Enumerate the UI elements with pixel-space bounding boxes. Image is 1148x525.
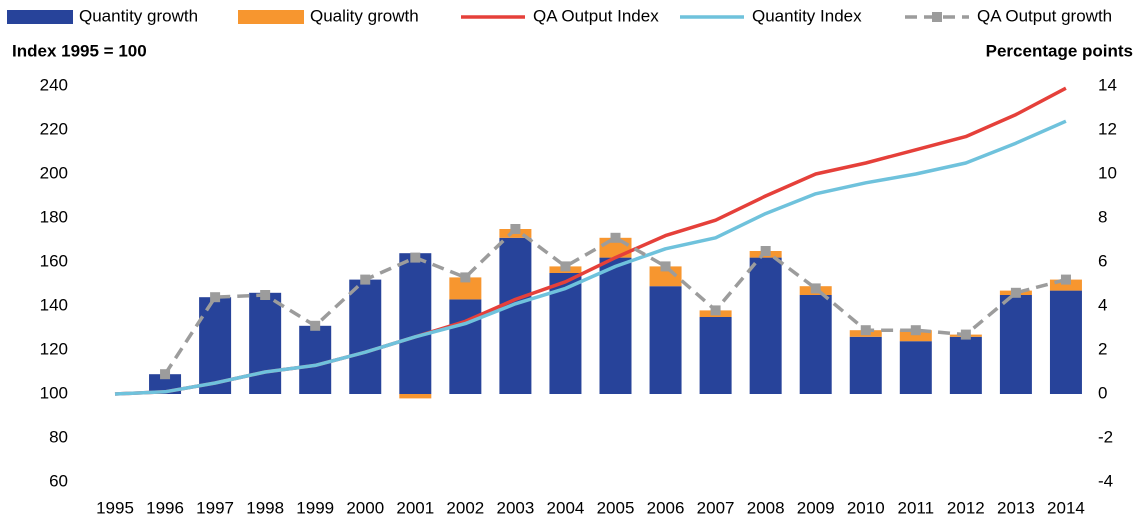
y2-tick-label: 8 (1098, 207, 1107, 226)
marker (960, 329, 971, 340)
x-tick-label: 1997 (196, 498, 234, 517)
marker (710, 305, 721, 316)
marker (610, 232, 621, 243)
x-tick-label: 2012 (947, 498, 985, 517)
marker (310, 320, 321, 331)
y2-tick-label: 14 (1098, 75, 1117, 94)
x-tick-label: 2001 (396, 498, 434, 517)
x-tick-label: 1998 (246, 498, 284, 517)
legend-label: Quantity Index (752, 6, 862, 25)
marker (860, 325, 871, 336)
x-tick-label: 2009 (797, 498, 835, 517)
y-tick-label: 180 (40, 207, 68, 226)
y2-axis-title: Percentage points (986, 41, 1133, 60)
bar (649, 286, 682, 394)
x-tick-label: 2004 (547, 498, 585, 517)
marker (910, 325, 921, 336)
bar (1049, 290, 1082, 394)
x-tick-label: 1995 (96, 498, 134, 517)
x-tick-label: 1999 (296, 498, 334, 517)
x-tick-label: 2010 (847, 498, 885, 517)
marker (1060, 274, 1071, 285)
y-tick-label: 160 (40, 251, 68, 270)
x-tick-label: 2006 (647, 498, 685, 517)
bar (799, 295, 832, 394)
legend-label: QA Output growth (977, 6, 1112, 25)
bar (899, 330, 932, 342)
y-tick-label: 140 (40, 295, 68, 314)
x-tick-label: 2008 (747, 498, 785, 517)
y-tick-label: 60 (49, 471, 68, 490)
bar (699, 317, 732, 394)
y2-tick-label: 4 (1098, 295, 1107, 314)
bar (199, 297, 232, 394)
bar (949, 336, 982, 394)
y2-tick-label: 6 (1098, 251, 1107, 270)
y-tick-label: 220 (40, 119, 68, 138)
x-tick-label: 2007 (697, 498, 735, 517)
x-tick-label: 2013 (997, 498, 1035, 517)
y2-tick-label: -2 (1098, 427, 1113, 446)
line (114, 119, 1067, 396)
marker (510, 224, 521, 234)
marker (210, 292, 221, 303)
legend-swatch (238, 10, 304, 24)
marker (560, 261, 571, 272)
bar (449, 277, 482, 300)
marker (660, 261, 671, 272)
y2-tick-label: 0 (1098, 383, 1107, 402)
x-tick-label: 2014 (1047, 498, 1085, 517)
marker (410, 252, 421, 263)
x-tick-label: 2005 (597, 498, 635, 517)
bar (249, 292, 282, 394)
bar (349, 279, 382, 394)
y-tick-label: 200 (40, 163, 68, 182)
marker (460, 272, 471, 283)
x-tick-label: 2002 (446, 498, 484, 517)
marker (810, 283, 821, 294)
legend-label: Quantity growth (79, 6, 198, 25)
bar (999, 295, 1032, 394)
y-tick-label: 80 (49, 427, 68, 446)
bar (499, 237, 532, 394)
y2-tick-label: 10 (1098, 163, 1117, 182)
y-tick-label: 240 (40, 75, 68, 94)
marker (260, 290, 271, 300)
x-tick-label: 2003 (496, 498, 534, 517)
legend-swatch (7, 10, 73, 24)
legend-marker (932, 12, 942, 22)
marker (1010, 287, 1021, 298)
y2-tick-label: 12 (1098, 119, 1117, 138)
bar (399, 394, 432, 399)
bar (749, 257, 782, 394)
y-axis-title: Index 1995 = 100 (12, 41, 147, 60)
y2-tick-label: 2 (1098, 339, 1107, 358)
bar (849, 336, 882, 394)
marker (160, 369, 171, 380)
x-tick-label: 2000 (346, 498, 384, 517)
y-tick-label: 120 (40, 339, 68, 358)
marker (760, 246, 771, 256)
y-tick-label: 100 (40, 383, 68, 402)
bar (399, 253, 432, 394)
bar (1049, 279, 1082, 291)
legend-label: QA Output Index (533, 6, 659, 25)
bar (899, 341, 932, 394)
bar (449, 299, 482, 394)
legend-label: Quality growth (310, 6, 419, 25)
x-tick-label: 1996 (146, 498, 184, 517)
y2-tick-label: -4 (1098, 471, 1113, 490)
x-tick-label: 2011 (898, 498, 935, 517)
marker (360, 274, 371, 285)
bar (299, 325, 332, 394)
bar (599, 257, 632, 394)
